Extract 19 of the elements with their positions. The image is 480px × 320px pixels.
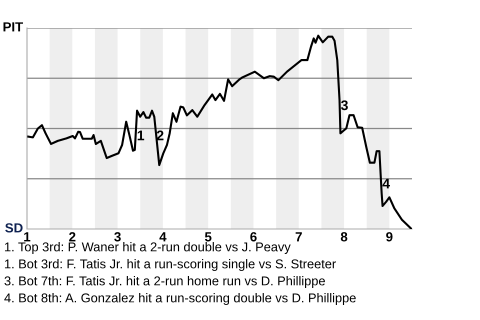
x-tick-label: 8 — [340, 232, 348, 242]
annotation: 2 — [156, 130, 164, 140]
annotation: 3 — [340, 100, 348, 110]
text: SD — [5, 223, 23, 233]
text: 1. Top 3rd: P. Waner hit a 2-run double vs J. Peavy — [4, 242, 291, 254]
x-tick-label: 4 — [159, 232, 166, 242]
text: 3. Bot 7th: F. Tatis Jr. hit a 2-run home run vs D. Phillippe — [4, 276, 325, 288]
annotation: 4 — [382, 178, 390, 188]
x-tick-label: 3 — [114, 232, 121, 242]
x-tick-label: 9 — [386, 232, 393, 242]
x-tick-label: 5 — [204, 232, 212, 242]
text: PIT — [4, 22, 24, 32]
text: 1. Bot 3rd: F. Tatis Jr. hit a run-scoring single vs S. Streeter — [4, 259, 336, 271]
x-tick-label: 6 — [250, 232, 257, 242]
x-tick-label: 2 — [69, 232, 76, 242]
annotation: 1 — [138, 130, 144, 140]
text: 4. Bot 8th: A. Gonzalez hit a run-scoring double vs D. Phillippe — [4, 293, 356, 305]
x-tick-label: 1 — [24, 232, 30, 242]
x-tick-label: 7 — [296, 232, 302, 242]
